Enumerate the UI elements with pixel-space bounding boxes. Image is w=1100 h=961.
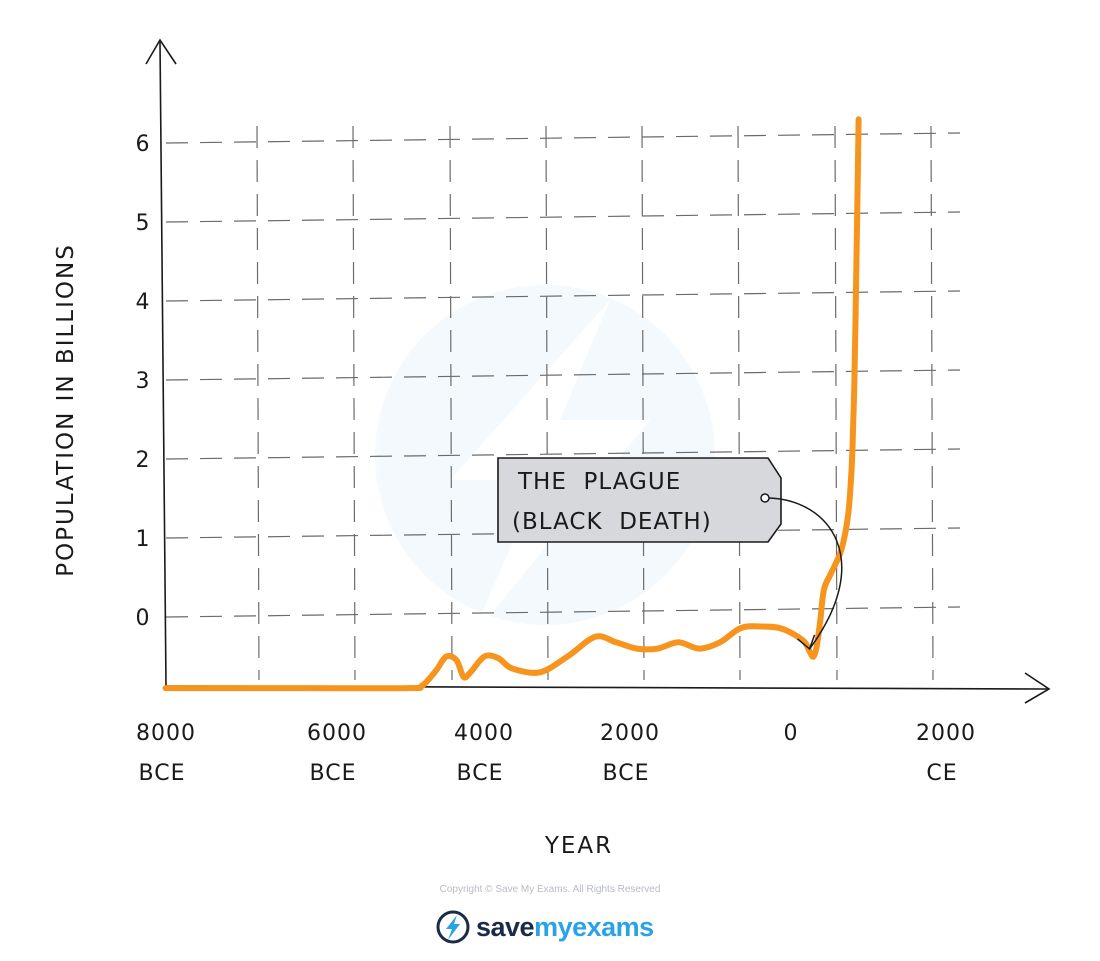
annotation-line2: (BLACK DEATH): [512, 509, 712, 535]
y-axis-arrow: [145, 38, 177, 65]
x-tick-era-1: BCE: [310, 761, 357, 786]
x-tick-era-2: BCE: [457, 761, 504, 786]
plague-annotation: THE PLAGUE (BLACK DEATH): [497, 457, 843, 651]
series-line-0: [162, 116, 862, 692]
annotation-hole: [760, 493, 770, 503]
grid-hline-1: [165, 527, 961, 539]
x-tick-label-1: 6000: [307, 721, 367, 746]
series: [162, 116, 862, 692]
x-tick-era-3: BCE: [603, 761, 650, 786]
grid-vline-1: [352, 125, 356, 681]
x-tick-label-4: 0: [784, 721, 799, 746]
x-tick-label-3: 2000: [600, 721, 660, 746]
grid-hline-2: [165, 448, 961, 460]
x-axis-arrow: [1024, 672, 1051, 704]
x-tick-label-2: 4000: [454, 721, 514, 746]
annotation-arrow: [768, 497, 843, 650]
x-tick-era-5: CE: [926, 761, 957, 786]
grid: [165, 125, 961, 681]
brand-wordmark: savemyexams: [476, 912, 654, 943]
brand-my: my: [534, 911, 573, 942]
brand-logo: savemyexams: [436, 906, 654, 948]
y-tick-label-4: 4: [136, 290, 151, 315]
lightning-icon: [436, 910, 470, 944]
grid-hline-0: [165, 606, 961, 618]
x-tick-labels: 8000 BCE 6000 BCE 4000 BCE 2000 BCE 0 2000 CE: [136, 721, 976, 786]
grid-vline-5: [737, 125, 741, 681]
y-tick-label-3: 3: [136, 369, 151, 394]
y-tick-label-0: 0: [136, 606, 151, 631]
x-tick-label-0: 8000: [136, 721, 196, 746]
y-tick-label-6: 6: [136, 132, 151, 157]
grid-hline-6: [165, 132, 961, 144]
grid-hline-5: [165, 211, 961, 223]
x-tick-era-0: BCE: [139, 761, 186, 786]
grid-vline-7: [930, 125, 934, 681]
grid-vline-0: [256, 125, 260, 681]
grid-vline-3: [545, 125, 549, 681]
annotation-tag: [497, 457, 782, 543]
y-tick-label-5: 5: [136, 211, 151, 236]
grid-hline-3: [165, 369, 961, 381]
annotation-arrowhead: [797, 634, 816, 651]
grid-vline-4: [641, 125, 645, 681]
grid-vline-6: [834, 125, 838, 681]
y-axis-label: POPULATION IN BILLIONS: [53, 243, 79, 577]
y-tick-labels: 0 1 2 3 4 5 6: [136, 132, 151, 631]
grid-vline-2: [449, 125, 453, 681]
brand-save: save: [476, 911, 535, 942]
y-tick-label-1: 1: [136, 527, 151, 552]
x-tick-label-5: 2000: [916, 721, 976, 746]
grid-hline-4: [165, 290, 961, 302]
y-axis: [159, 41, 167, 687]
brand-exams: exams: [572, 911, 654, 942]
copyright-notice: Copyright © Save My Exams. All Rights Re…: [439, 884, 661, 895]
x-axis-label: YEAR: [544, 833, 613, 859]
y-tick-label-2: 2: [136, 448, 151, 473]
annotation-line1: THE PLAGUE: [517, 469, 681, 495]
